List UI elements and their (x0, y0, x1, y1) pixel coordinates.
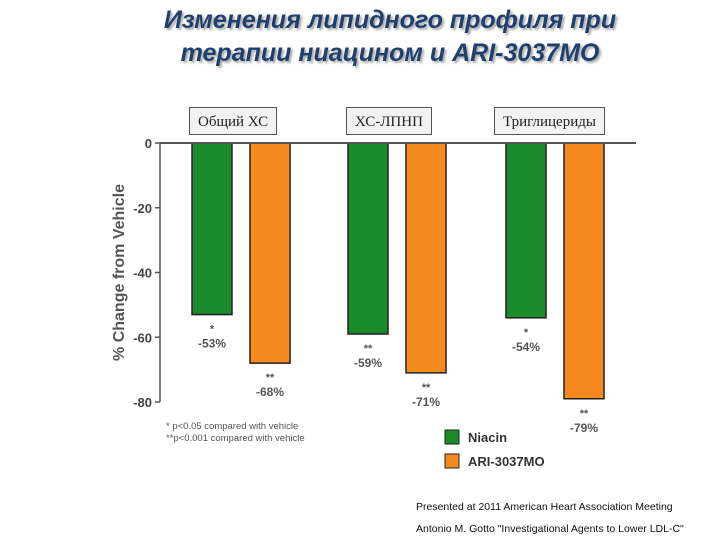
footnote-1: * p<0.05 compared with vehicle (166, 421, 298, 432)
bar-ari-3037mo-0 (249, 142, 291, 364)
data-label: -53% (198, 337, 226, 351)
slide-title-line-1: Изменения липидного профиля при (163, 6, 617, 34)
y-tick-label: 0 (145, 136, 152, 151)
data-label: -59% (354, 356, 382, 370)
credits-line-2: Antonio M. Gotto "Investigational Agents… (416, 523, 684, 535)
legend-label-niacin: Niacin (468, 430, 507, 445)
data-label: -71% (412, 395, 440, 409)
legend-label-ari-3037mo: ARI-3037MO (468, 454, 545, 469)
data-label: -79% (570, 421, 598, 435)
y-axis-title: % Change from Vehicle (111, 184, 128, 361)
y-tick-label: -20 (133, 201, 152, 216)
significance-marker: ** (364, 343, 373, 355)
y-tick-label: -60 (133, 330, 152, 345)
credits-line-1: Presented at 2011 American Heart Associa… (416, 501, 673, 513)
y-tick-label: -80 (133, 395, 152, 410)
slide-title-line-2: терапии ниацином и ARI-3037MO (180, 39, 600, 67)
significance-marker: * (210, 324, 215, 336)
data-label: -68% (256, 385, 284, 399)
slide-title: Изменения липидного профиля при терапии … (110, 4, 670, 70)
bar-ari-3037mo-2 (563, 142, 605, 400)
y-tick-label: -40 (133, 266, 152, 281)
significance-marker: * (524, 327, 529, 339)
bar-chart: % Change from Vehicle 0 -20 -40 -60 -80 * -53% *… (96, 97, 680, 480)
legend-swatch-niacin (444, 429, 460, 445)
legend-swatch-ari-3037mo (444, 453, 460, 469)
bar-niacin-0 (191, 142, 233, 316)
credits: Presented at 2011 American Heart Associa… (416, 496, 684, 540)
bar-niacin-2 (505, 142, 547, 319)
category-label-ldl-cholesterol: ХС-ЛПНП (346, 107, 432, 135)
data-label: -54% (512, 340, 540, 354)
bar-ari-3037mo-1 (405, 142, 447, 374)
significance-marker: ** (580, 408, 589, 420)
category-label-triglycerides: Триглицериды (494, 107, 605, 135)
footnote-2: **p<0.001 compared with vehicle (166, 433, 305, 444)
significance-marker: ** (266, 372, 275, 384)
category-label-total-cholesterol: Общий ХС (189, 107, 278, 135)
significance-marker: ** (422, 382, 431, 394)
bar-niacin-1 (347, 142, 389, 335)
